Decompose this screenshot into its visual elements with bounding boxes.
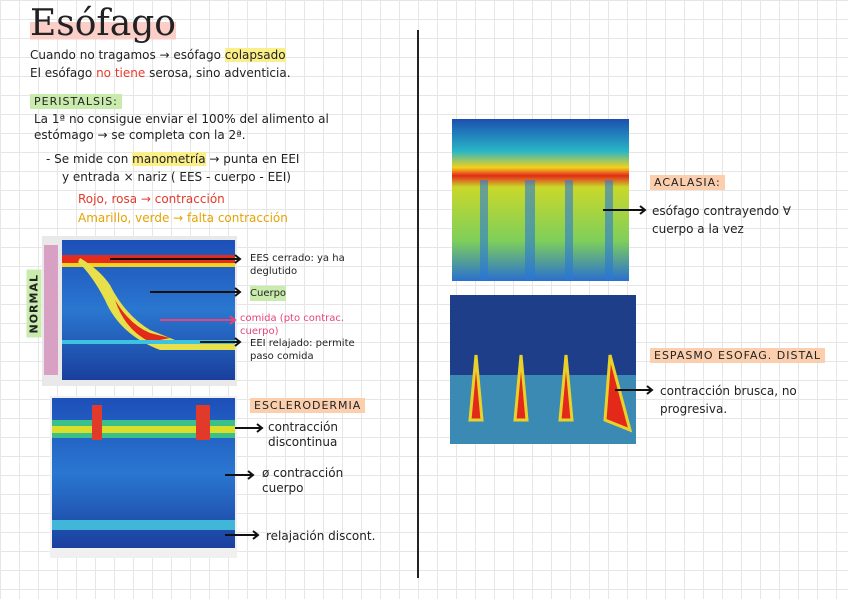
- section-heading: ESPASMO ESOFAG. DISTAL: [650, 348, 825, 363]
- legend-yellow: Amarillo, verde → falta contracción: [78, 211, 288, 225]
- sclero-manometry: [50, 396, 237, 558]
- pointer-arrows: [110, 205, 654, 540]
- normal-manometry: [42, 236, 237, 386]
- annotation: comida (pto contrac. cuerpo): [240, 313, 345, 337]
- annotation: EEI relajado: permite paso comida: [250, 338, 355, 362]
- text: Cuando no tragamos → esófago: [30, 48, 221, 62]
- acalasia-manometry: [452, 119, 629, 281]
- text: - Se mide con: [46, 152, 129, 166]
- text-line: - Se mide con manometría → punta en EEI: [46, 152, 299, 167]
- text: estómago → se completa con la 2ª.: [34, 128, 246, 142]
- title: Esófago: [30, 2, 176, 46]
- text: → punta en EEI: [209, 152, 300, 166]
- highlight: manometría: [132, 152, 206, 166]
- annotation: relajación discont.: [266, 529, 376, 543]
- section-heading: PERISTALSIS:: [30, 94, 122, 109]
- section-heading: ACALASIA:: [650, 175, 725, 190]
- highlight: no tiene: [96, 66, 146, 80]
- heading: PERISTALSIS:: [30, 94, 122, 109]
- annotation: EES cerrado: ya ha deglutido: [250, 253, 345, 277]
- side-label: NORMAL: [26, 270, 42, 338]
- heading: ESCLERODERMIA: [250, 398, 366, 413]
- intro-line: El esófago no tiene serosa, sino adventi…: [30, 66, 291, 81]
- annotation: esófago contrayendo ∀ cuerpo a la vez: [652, 204, 791, 236]
- annotation: contracción brusca, no progresiva.: [660, 384, 797, 416]
- annotation: contracción discontinua: [268, 420, 339, 449]
- annotation: Cuerpo: [250, 286, 287, 301]
- highlight: colapsado: [224, 48, 286, 62]
- section-heading: ESCLERODERMIA: [250, 398, 366, 413]
- annotation: ø contracción cuerpo: [262, 466, 344, 495]
- espasmo-manometry: [450, 295, 636, 444]
- heading: ESPASMO ESOFAG. DISTAL: [650, 348, 825, 363]
- heading: ACALASIA:: [650, 175, 725, 190]
- intro-line: Cuando no tragamos → esófago colapsado: [30, 48, 286, 63]
- text: La 1ª no consigue enviar el 100% del ali…: [34, 112, 329, 126]
- text: serosa, sino adventicia.: [149, 66, 291, 80]
- legend-red: Rojo, rosa → contracción: [78, 192, 225, 206]
- label: NORMAL: [26, 270, 42, 338]
- text: El esófago: [30, 66, 93, 80]
- text: y entrada × nariz ( EES - cuerpo - EEI): [62, 170, 291, 184]
